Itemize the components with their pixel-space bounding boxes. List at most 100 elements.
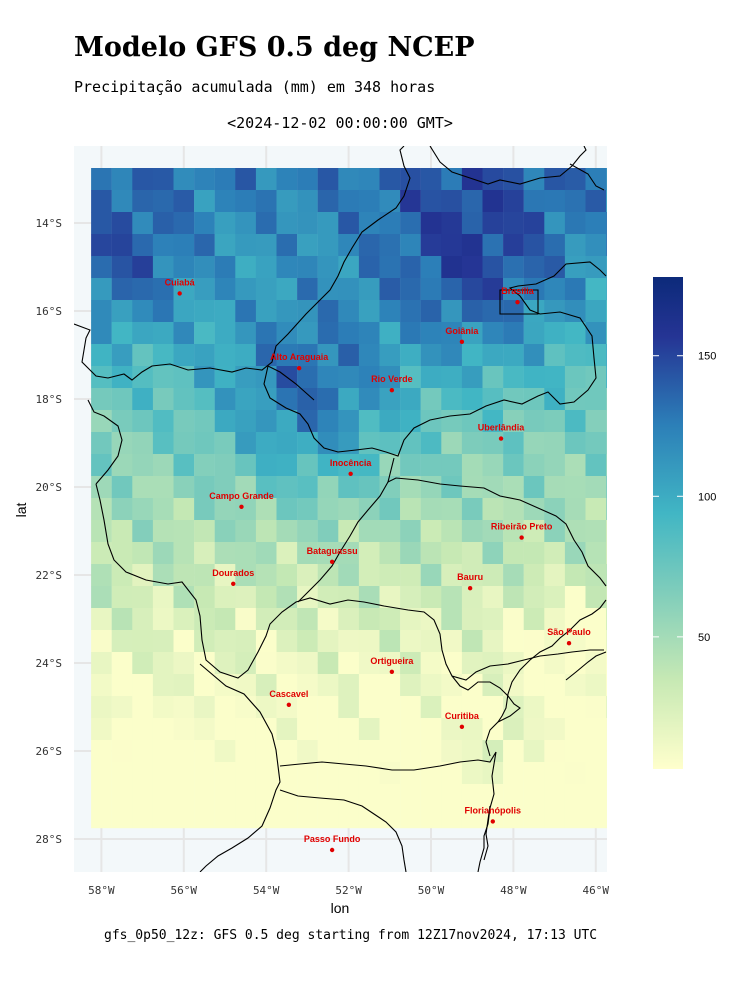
city-dot bbox=[490, 819, 495, 824]
raster-cell bbox=[194, 630, 215, 653]
raster-cell bbox=[523, 234, 545, 257]
raster-cell bbox=[564, 542, 586, 565]
raster-cell bbox=[173, 322, 195, 345]
raster-cell bbox=[420, 586, 442, 609]
raster-cell bbox=[482, 476, 504, 499]
raster-cell bbox=[214, 784, 236, 807]
raster-cell bbox=[606, 366, 607, 389]
raster-cell bbox=[152, 586, 174, 609]
raster-cell bbox=[523, 344, 545, 367]
raster-cell bbox=[441, 718, 463, 741]
raster-cell bbox=[91, 630, 112, 653]
y-axis-title: lat bbox=[13, 503, 29, 518]
raster-cell bbox=[91, 696, 112, 719]
raster-cell bbox=[297, 520, 318, 543]
raster-cell bbox=[132, 564, 154, 587]
raster-cell bbox=[111, 366, 133, 389]
raster-cell bbox=[482, 784, 504, 807]
raster-cell bbox=[441, 300, 463, 323]
city-label: Goiânia bbox=[445, 326, 479, 336]
raster-cell bbox=[461, 630, 483, 653]
raster-cell bbox=[441, 652, 463, 675]
raster-cell bbox=[606, 168, 607, 191]
raster-cell bbox=[441, 366, 463, 389]
raster-cell bbox=[338, 366, 360, 389]
raster-cell bbox=[420, 256, 442, 279]
raster-cell bbox=[194, 498, 215, 521]
raster-cell bbox=[91, 608, 112, 631]
raster-cell bbox=[91, 212, 112, 235]
raster-cell bbox=[358, 278, 380, 301]
raster-cell bbox=[173, 784, 195, 807]
raster-cell bbox=[317, 520, 339, 543]
raster-cell bbox=[173, 674, 195, 697]
raster-cell bbox=[152, 212, 174, 235]
raster-cell bbox=[606, 674, 607, 697]
raster-cell bbox=[461, 608, 483, 631]
raster-cell bbox=[482, 366, 504, 389]
raster-cell bbox=[441, 278, 463, 301]
raster-cell bbox=[400, 366, 421, 389]
y-tick-label: 18°S bbox=[36, 393, 63, 406]
raster-cell bbox=[441, 432, 463, 455]
raster-cell bbox=[317, 322, 339, 345]
raster-cell bbox=[111, 784, 133, 807]
raster-cell bbox=[338, 806, 360, 829]
raster-cell bbox=[317, 806, 339, 829]
raster-cell bbox=[564, 696, 586, 719]
raster-cell bbox=[297, 366, 318, 389]
raster-cell bbox=[461, 410, 483, 433]
raster-cell bbox=[173, 388, 195, 411]
raster-cell bbox=[173, 454, 195, 477]
raster-cell bbox=[379, 190, 401, 213]
precipitation-raster bbox=[91, 168, 607, 829]
raster-cell bbox=[420, 740, 442, 763]
raster-cell bbox=[482, 520, 504, 543]
raster-cell bbox=[544, 212, 566, 235]
raster-cell bbox=[400, 784, 421, 807]
raster-cell bbox=[132, 520, 154, 543]
raster-cell bbox=[111, 454, 133, 477]
raster-cell bbox=[214, 740, 236, 763]
raster-cell bbox=[255, 740, 277, 763]
raster-cell bbox=[338, 762, 360, 785]
raster-cell bbox=[255, 696, 277, 719]
raster-cell bbox=[564, 586, 586, 609]
raster-cell bbox=[276, 586, 298, 609]
raster-cell bbox=[255, 586, 277, 609]
raster-cell bbox=[132, 762, 154, 785]
raster-cell bbox=[276, 630, 298, 653]
raster-cell bbox=[585, 410, 607, 433]
raster-cell bbox=[503, 234, 524, 257]
raster-cell bbox=[132, 388, 154, 411]
raster-cell bbox=[564, 652, 586, 675]
raster-cell bbox=[194, 190, 215, 213]
raster-cell bbox=[564, 432, 586, 455]
raster-cell bbox=[255, 762, 277, 785]
raster-cell bbox=[482, 542, 504, 565]
raster-cell bbox=[544, 432, 566, 455]
raster-cell bbox=[585, 718, 607, 741]
raster-cell bbox=[317, 718, 339, 741]
raster-cell bbox=[91, 300, 112, 323]
raster-cell bbox=[400, 454, 421, 477]
x-tick-label: 50°W bbox=[418, 884, 445, 897]
raster-cell bbox=[606, 212, 607, 235]
raster-cell bbox=[379, 806, 401, 829]
raster-cell bbox=[523, 586, 545, 609]
raster-cell bbox=[564, 476, 586, 499]
raster-cell bbox=[503, 322, 524, 345]
raster-cell bbox=[152, 696, 174, 719]
raster-cell bbox=[297, 168, 318, 191]
raster-cell bbox=[606, 454, 607, 477]
raster-cell bbox=[461, 762, 483, 785]
raster-cell bbox=[317, 190, 339, 213]
raster-cell bbox=[420, 410, 442, 433]
raster-cell bbox=[235, 586, 257, 609]
raster-cell bbox=[544, 190, 566, 213]
raster-cell bbox=[255, 542, 277, 565]
raster-cell bbox=[173, 806, 195, 829]
raster-cell bbox=[255, 784, 277, 807]
raster-cell bbox=[235, 300, 257, 323]
raster-cell bbox=[544, 608, 566, 631]
